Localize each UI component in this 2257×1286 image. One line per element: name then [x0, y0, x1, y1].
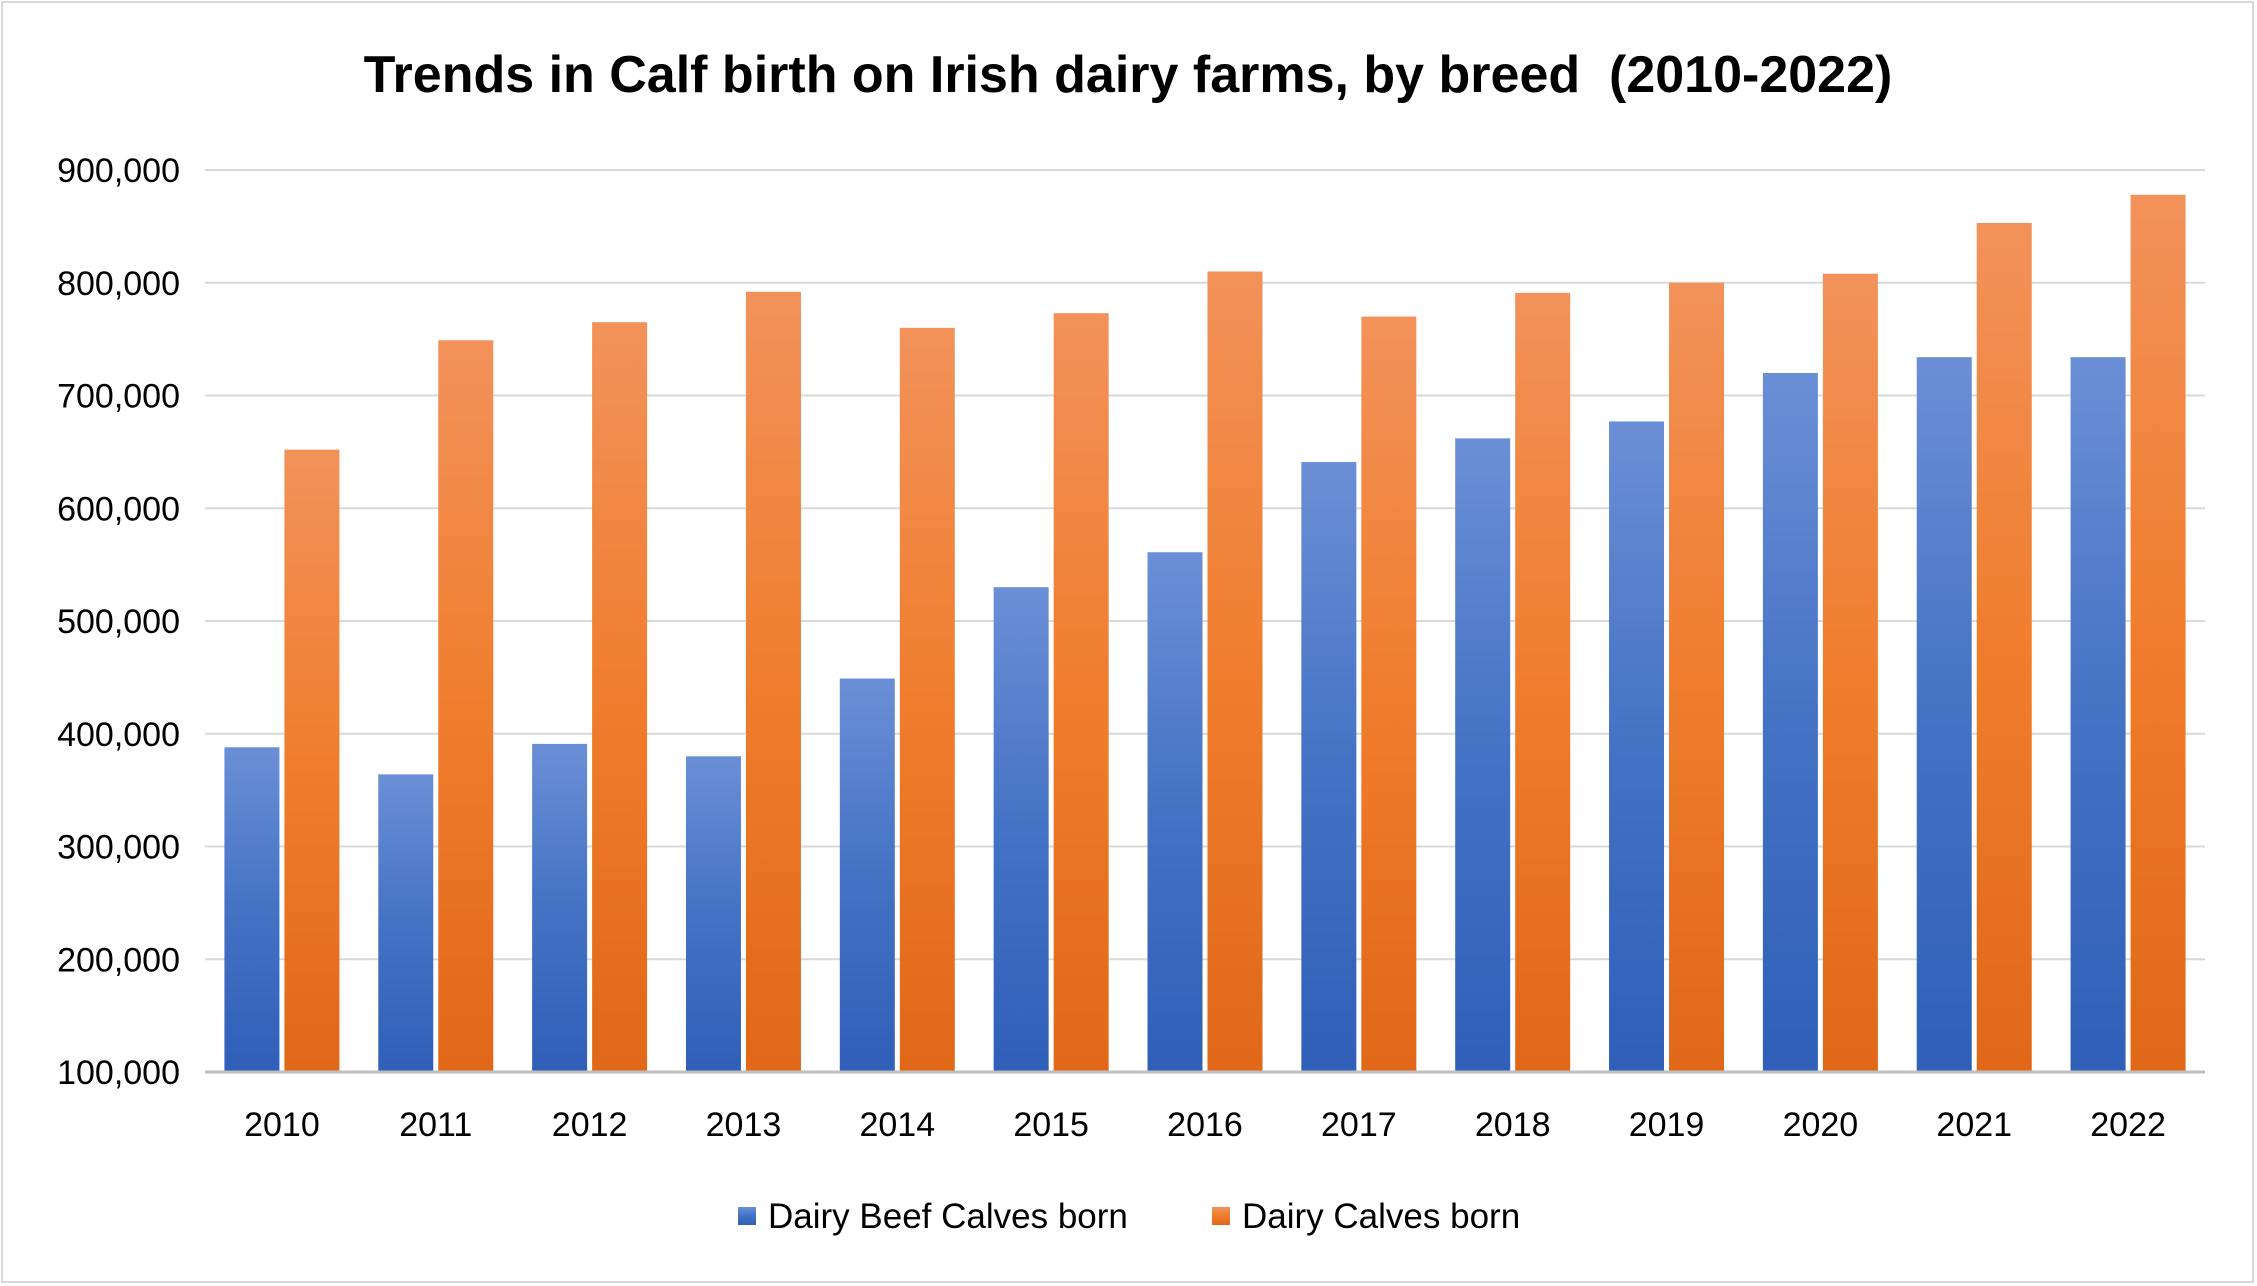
y-tick-label: 300,000	[57, 829, 180, 867]
x-axis-ticks: 2010 2011 2012 2013 2014 2015 2016 2017 2018 2019…	[244, 1106, 2166, 1144]
bar-dairy-beef-2012	[532, 743, 588, 1072]
bar-dairy-beef-2021	[1916, 357, 1972, 1072]
bar-dairy-2015	[1053, 313, 1109, 1072]
bar-dairy-beef-2018	[1455, 438, 1511, 1073]
x-tick-label: 2016	[1167, 1106, 1243, 1144]
bar-dairy-2011	[438, 340, 494, 1072]
y-tick-label: 600,000	[57, 490, 180, 528]
y-tick-label: 800,000	[57, 265, 180, 303]
legend: Dairy Beef Calves born Dairy Calves born	[738, 1197, 1520, 1236]
bar-dairy-2022	[2130, 194, 2186, 1072]
x-tick-label: 2019	[1629, 1106, 1705, 1144]
gridlines	[205, 169, 2205, 961]
x-tick-label: 2020	[1783, 1106, 1859, 1144]
bar-dairy-2012	[592, 322, 648, 1072]
chart-title: Trends in Calf birth on Irish dairy farm…	[364, 46, 1893, 104]
x-tick-label: 2021	[1936, 1106, 2012, 1144]
bar-dairy-2018	[1515, 292, 1571, 1073]
x-tick-label: 2022	[2090, 1106, 2166, 1144]
bar-dairy-2021	[1976, 222, 2032, 1072]
y-tick-label: 700,000	[57, 378, 180, 416]
x-tick-label: 2011	[399, 1106, 472, 1144]
x-tick-label: 2014	[859, 1106, 935, 1144]
x-tick-label: 2010	[244, 1106, 320, 1144]
bar-dairy-beef-2017	[1301, 462, 1357, 1073]
x-tick-label: 2013	[706, 1106, 782, 1144]
bar-dairy-beef-2022	[2070, 357, 2126, 1072]
bar-dairy-beef-2016	[1147, 552, 1203, 1072]
legend-label: Dairy Calves born	[1242, 1197, 1520, 1236]
y-axis-ticks: 100,000 200,000 300,000 400,000 500,000 600,0…	[57, 152, 180, 1092]
legend-swatch	[1212, 1207, 1230, 1225]
bar-dairy-2014	[899, 327, 955, 1073]
bar-dairy-beef-2020	[1762, 372, 1818, 1072]
x-tick-label: 2017	[1321, 1106, 1397, 1144]
bar-dairy-beef-2015	[993, 587, 1049, 1072]
x-tick-label: 2018	[1475, 1106, 1551, 1144]
bar-dairy-beef-2011	[378, 774, 434, 1072]
bar-dairy-2013	[745, 291, 801, 1072]
bars	[224, 194, 2186, 1073]
bar-dairy-2019	[1669, 282, 1725, 1072]
x-tick-label: 2012	[552, 1106, 628, 1144]
bar-dairy-beef-2014	[839, 678, 895, 1072]
bar-dairy-2017	[1361, 316, 1417, 1072]
y-tick-label: 200,000	[57, 941, 180, 979]
bar-dairy-2020	[1822, 273, 1878, 1073]
legend-swatch	[738, 1207, 756, 1225]
bar-dairy-2010	[284, 449, 340, 1072]
y-tick-label: 500,000	[57, 603, 180, 641]
y-tick-label: 100,000	[57, 1054, 180, 1092]
bar-dairy-2016	[1207, 271, 1263, 1073]
bar-dairy-beef-2010	[224, 747, 280, 1072]
y-tick-label: 400,000	[57, 716, 180, 754]
bar-dairy-beef-2013	[685, 756, 741, 1072]
y-tick-label: 900,000	[57, 152, 180, 190]
x-tick-label: 2015	[1013, 1106, 1089, 1144]
bar-dairy-beef-2019	[1609, 421, 1665, 1072]
legend-label: Dairy Beef Calves born	[768, 1197, 1128, 1236]
